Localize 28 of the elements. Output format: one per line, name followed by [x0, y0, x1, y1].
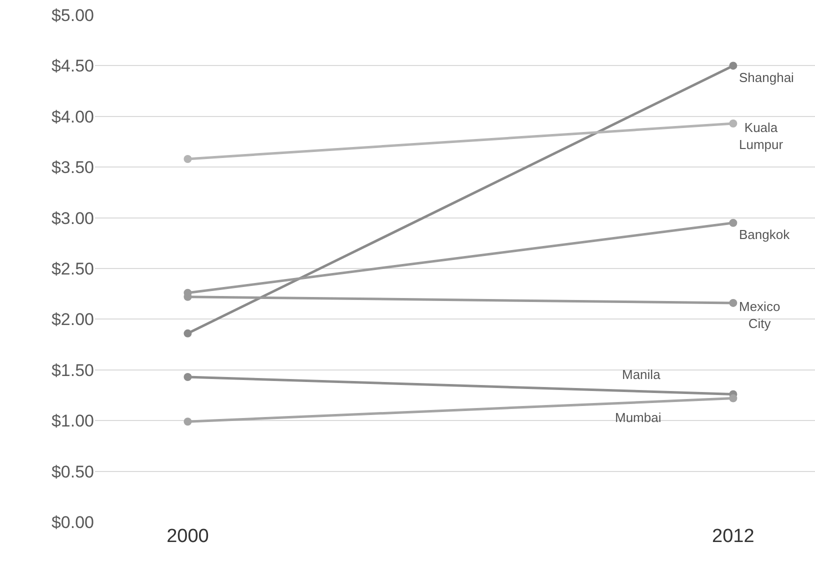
y-tick-label: $4.50	[51, 56, 94, 76]
point	[729, 62, 738, 70]
y-tick-label: $3.50	[51, 158, 94, 178]
y-tick-label: $3.00	[51, 208, 94, 228]
series-label: Manila	[622, 367, 662, 382]
y-tick-label: $1.50	[51, 360, 94, 380]
y-tick-label: $1.00	[51, 412, 94, 431]
point	[184, 373, 192, 381]
series-label: Bangkok	[739, 227, 790, 242]
series-label: Mexico City	[739, 299, 780, 331]
point	[184, 329, 192, 338]
point	[729, 218, 738, 227]
y-tick-label: $0.00	[51, 512, 94, 532]
point	[729, 394, 738, 402]
y-tick-label: $2.00	[51, 310, 94, 330]
point	[729, 120, 738, 128]
y-tick-label: $2.50	[51, 259, 94, 278]
point	[184, 418, 192, 426]
y-tick-label: $4.00	[51, 107, 94, 126]
y-tick-label: $5.00	[51, 6, 94, 25]
x-tick-label: 2000	[166, 526, 209, 547]
y-tick-label: $0.50	[51, 462, 94, 482]
point	[729, 298, 738, 307]
series-label: Mumbai	[615, 410, 662, 425]
series-label: Kuala Lumpur	[739, 120, 784, 152]
series-label: Shanghai	[739, 70, 794, 85]
point	[184, 154, 192, 163]
x-tick-label: 2012	[712, 526, 754, 547]
